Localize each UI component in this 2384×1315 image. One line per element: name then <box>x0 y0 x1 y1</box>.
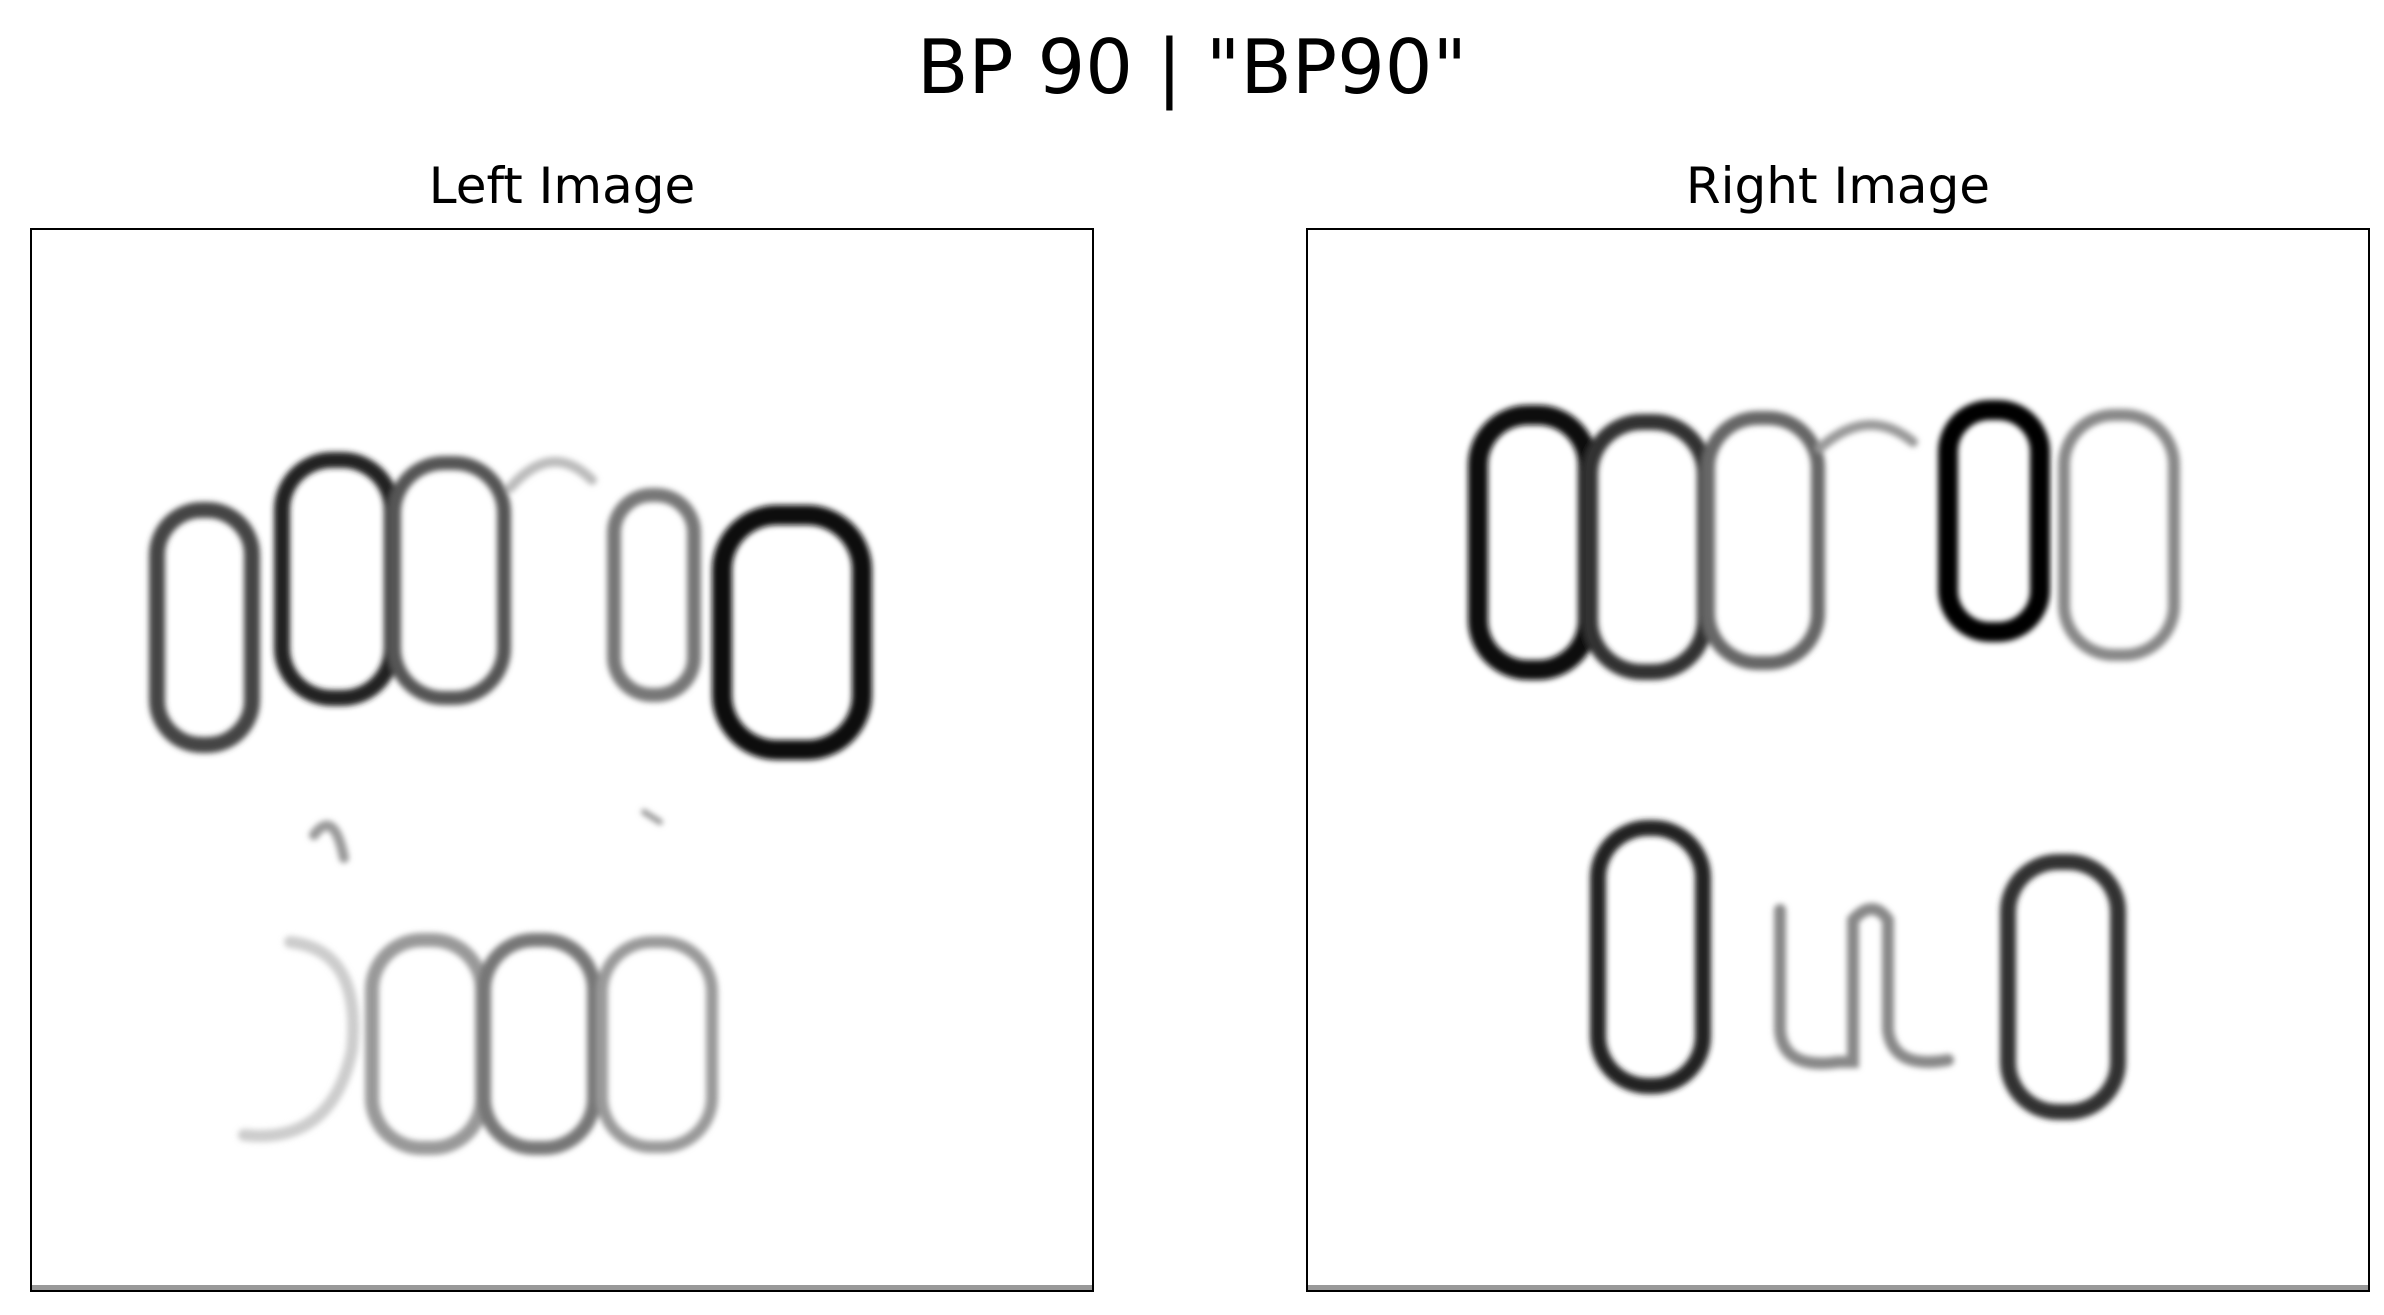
left-loop-5 <box>712 505 872 760</box>
right-loop-7 <box>2000 854 2126 1120</box>
left-image-strokes <box>32 452 1092 1290</box>
left-loop-1 <box>149 502 260 753</box>
right-image-title: Right Image <box>1685 157 1991 215</box>
right-loop-1 <box>1468 405 1598 680</box>
left-loop-4 <box>607 488 701 702</box>
left-loop-2 <box>274 452 400 706</box>
left-image-panel <box>30 228 1094 1292</box>
left-loop-6 <box>238 936 360 1142</box>
right-loop-5 <box>2058 409 2180 661</box>
right-image-panel <box>1306 228 2370 1292</box>
left-image-title: Left Image <box>428 157 696 215</box>
right-loop-3 <box>1701 411 1825 670</box>
right-loop-6 <box>1590 820 1711 1094</box>
left-arc-open <box>309 820 349 863</box>
left-tick-mark <box>641 809 663 825</box>
right-arch <box>1815 419 1918 453</box>
right-loop-4 <box>1938 400 2050 642</box>
left-loop-8 <box>477 933 601 1155</box>
left-arch <box>505 456 597 493</box>
left-loop-7 <box>365 933 489 1155</box>
right-loop-2 <box>1582 414 1713 680</box>
right-wave <box>1774 903 1954 1070</box>
left-loop-3 <box>387 456 511 705</box>
figure-title: BP 90 | "BP90" <box>916 23 1467 111</box>
left-loop-9 <box>596 936 718 1153</box>
right-image-strokes <box>1308 400 2368 1290</box>
